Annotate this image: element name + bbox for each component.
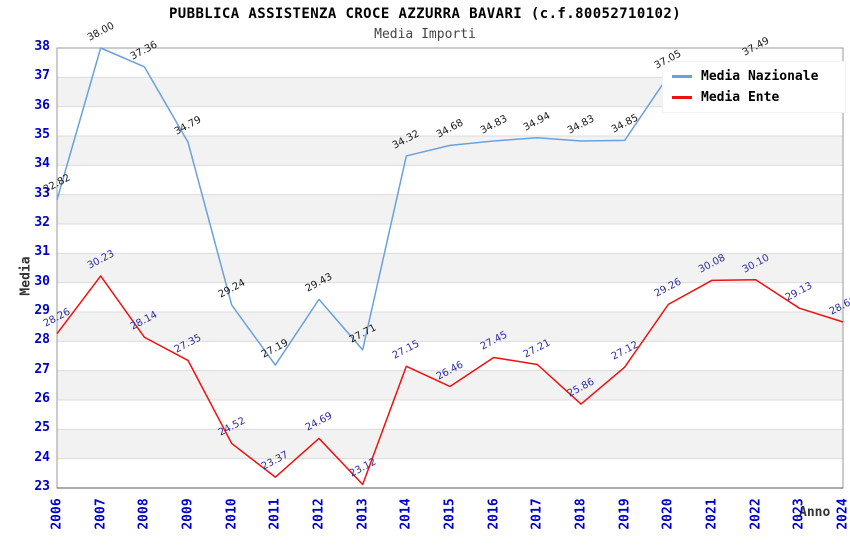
grid-band — [57, 429, 843, 459]
chart-subtitle: Media Importi — [374, 27, 476, 42]
legend-label-nazionale: Media Nazionale — [701, 69, 819, 84]
grid-band — [57, 312, 843, 342]
grid-band — [57, 194, 843, 224]
legend: Media Nazionale Media Ente — [662, 61, 846, 113]
legend-label-ente: Media Ente — [701, 90, 780, 105]
series-line-media-ente — [56, 275, 844, 486]
grid-band — [57, 370, 843, 400]
series-line-media-nazionale — [56, 47, 756, 366]
legend-line-nazionale-icon — [672, 75, 692, 78]
x-axis-title: Anno — [799, 505, 831, 520]
grid-band — [57, 253, 843, 283]
grid-band — [57, 136, 843, 166]
legend-item-media-ente: Media Ente — [672, 90, 836, 105]
legend-item-media-nazionale: Media Nazionale — [672, 69, 836, 84]
chart-title: PUBBLICA ASSISTENZA CROCE AZZURRA BAVARI… — [168, 6, 682, 22]
legend-line-ente-icon — [672, 96, 692, 99]
